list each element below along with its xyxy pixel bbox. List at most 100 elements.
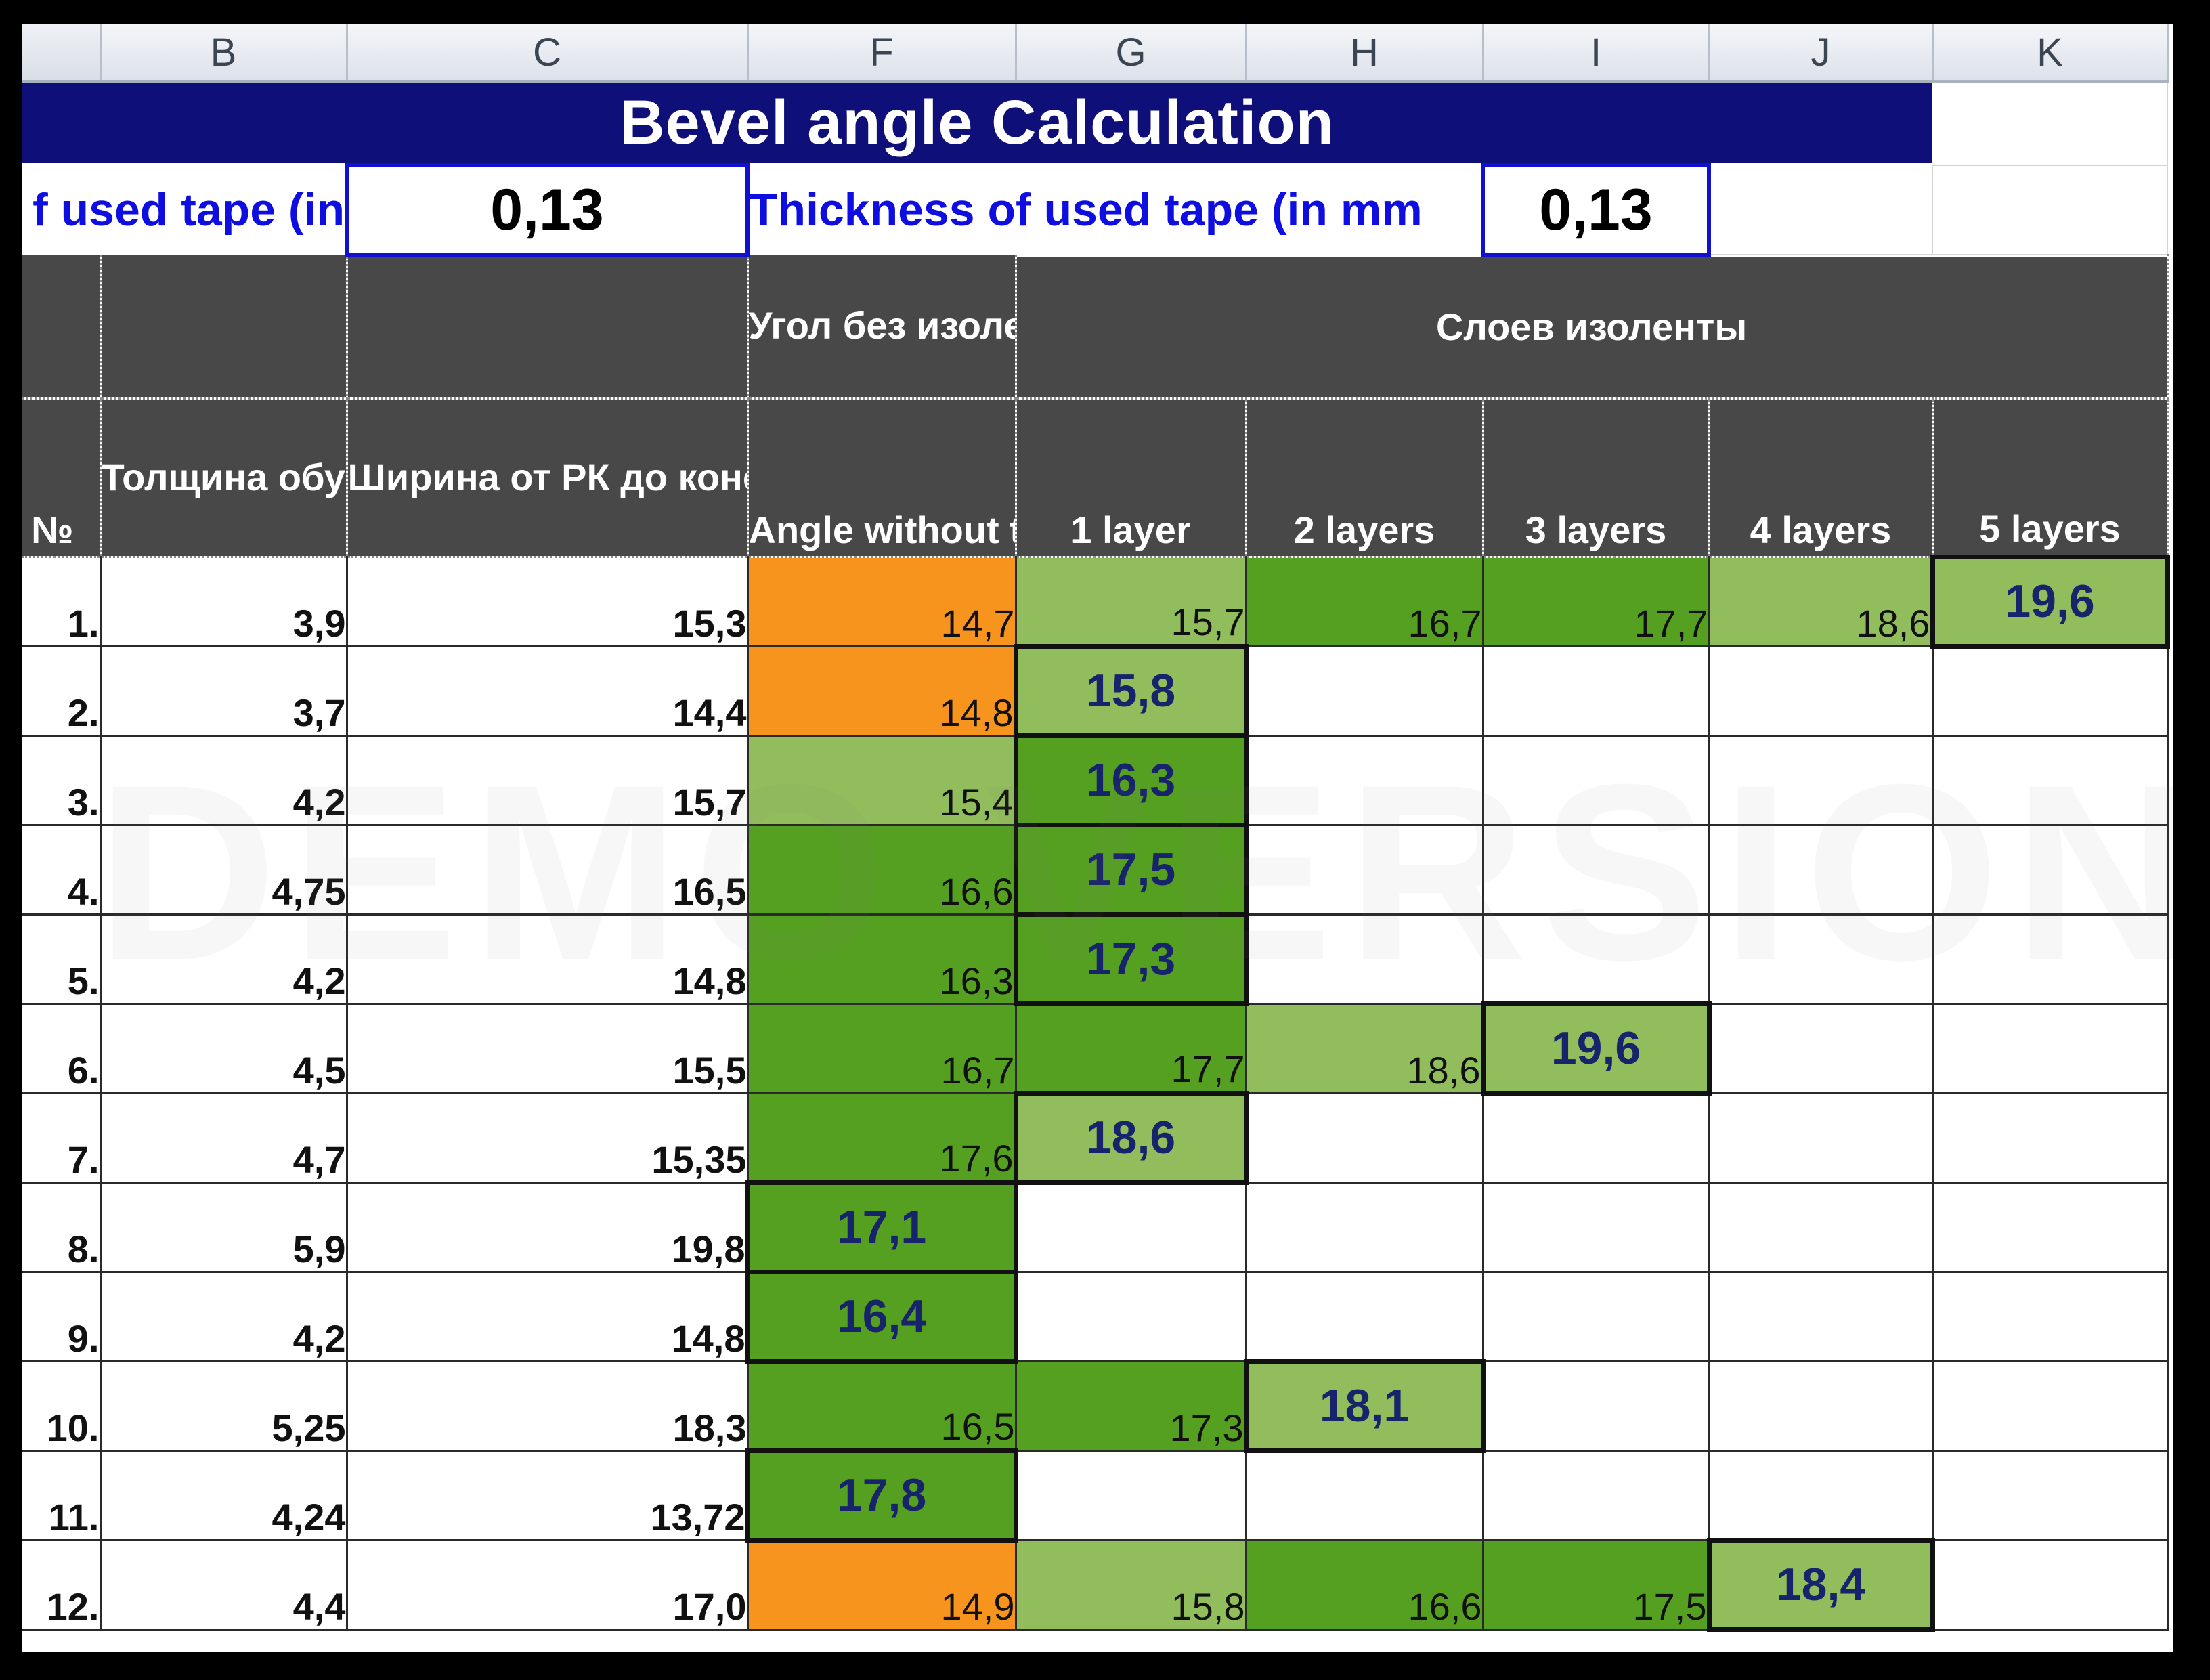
width-cell[interactable]: 15,7: [347, 735, 749, 826]
row-number-cell[interactable]: 2.: [22, 646, 102, 737]
layer-4-angle-cell[interactable]: [1709, 1004, 1934, 1094]
angle-no-tape-cell[interactable]: 16,7: [748, 1004, 1017, 1094]
layer-3-angle-cell[interactable]: [1483, 735, 1710, 826]
header-blank-b[interactable]: [100, 255, 348, 400]
layer-5-angle-cell[interactable]: [1932, 735, 2169, 826]
angle-no-tape-cell[interactable]: 17,8: [745, 1448, 1018, 1543]
angle-no-tape-cell[interactable]: 16,3: [748, 914, 1017, 1005]
angle-no-tape-cell[interactable]: 17,1: [745, 1180, 1018, 1274]
width-cell[interactable]: 14,8: [347, 1272, 749, 1362]
width-cell[interactable]: 15,35: [347, 1093, 749, 1184]
column-header-f[interactable]: F: [748, 24, 1017, 83]
layer-3-angle-cell[interactable]: [1483, 914, 1710, 1005]
layer-1-angle-cell[interactable]: 17,7: [1016, 1004, 1247, 1094]
layer-3-angle-cell[interactable]: [1483, 1093, 1710, 1184]
angle-no-tape-cell[interactable]: 14,9: [748, 1540, 1017, 1631]
width-cell[interactable]: 15,3: [347, 557, 749, 647]
layer-5-angle-cell[interactable]: [1932, 1540, 2169, 1631]
angle-no-tape-cell[interactable]: 16,5: [748, 1361, 1017, 1452]
thickness-cell[interactable]: 5,25: [100, 1361, 348, 1452]
layer-2-angle-cell[interactable]: 16,6: [1246, 1540, 1484, 1631]
header-layer-4[interactable]: 4 layers: [1709, 398, 1934, 558]
header-layer-3[interactable]: 3 layers: [1483, 398, 1710, 558]
column-header-g[interactable]: G: [1016, 24, 1247, 83]
thickness-value-left[interactable]: 0,13: [345, 163, 750, 257]
layer-5-angle-cell[interactable]: 19,6: [1930, 554, 2170, 649]
layer-4-angle-cell[interactable]: [1709, 1361, 1934, 1452]
thickness-cell[interactable]: 3,7: [100, 646, 348, 737]
layer-5-angle-cell[interactable]: [1932, 646, 2169, 737]
column-header-k[interactable]: K: [1932, 24, 2169, 83]
thickness-cell[interactable]: 3,9: [100, 557, 348, 647]
thickness-label-left[interactable]: f used tape (in: [32, 184, 345, 236]
angle-no-tape-cell[interactable]: 17,6: [748, 1093, 1017, 1184]
layer-3-angle-cell[interactable]: [1483, 646, 1710, 737]
thickness-value-right[interactable]: 0,13: [1481, 163, 1711, 257]
layer-4-angle-cell[interactable]: [1709, 735, 1934, 826]
layer-1-angle-cell[interactable]: [1016, 1182, 1247, 1273]
layer-2-angle-cell[interactable]: [1246, 646, 1484, 737]
header-width-ru[interactable]: Ширина от РК до конец полоски на обухе: [347, 398, 749, 558]
angle-no-tape-cell[interactable]: 14,8: [748, 646, 1017, 737]
layer-2-angle-cell[interactable]: [1246, 1182, 1484, 1273]
layer-4-angle-cell[interactable]: [1709, 1182, 1934, 1273]
layer-5-angle-cell[interactable]: [1932, 1450, 2169, 1541]
layer-5-angle-cell[interactable]: [1932, 825, 2169, 916]
layer-4-angle-cell[interactable]: [1709, 1450, 1934, 1541]
layer-5-angle-cell[interactable]: [1932, 914, 2169, 1005]
header-blank-c[interactable]: [347, 255, 749, 400]
layer-5-angle-cell[interactable]: [1932, 1272, 2169, 1362]
layer-4-angle-cell[interactable]: [1709, 1272, 1934, 1362]
layer-5-angle-cell[interactable]: [1932, 1093, 2169, 1184]
layer-3-angle-cell[interactable]: 17,7: [1483, 557, 1710, 647]
layer-3-angle-cell[interactable]: 17,5: [1483, 1540, 1710, 1631]
thickness-cell[interactable]: 4,2: [100, 1272, 348, 1362]
header-blank-a[interactable]: [22, 255, 102, 400]
row-number-cell[interactable]: 5.: [22, 914, 102, 1005]
layer-5-angle-cell[interactable]: [1932, 1004, 2169, 1094]
layer-2-angle-cell[interactable]: [1246, 1093, 1484, 1184]
angle-no-tape-cell[interactable]: 15,4: [748, 735, 1017, 826]
row-number-cell[interactable]: 10.: [22, 1361, 102, 1452]
width-cell[interactable]: 17,0: [347, 1540, 749, 1631]
layer-1-angle-cell[interactable]: 17,3: [1013, 911, 1249, 1006]
angle-no-tape-cell[interactable]: 16,6: [748, 825, 1017, 916]
thickness-cell[interactable]: 4,2: [100, 914, 348, 1005]
layer-3-angle-cell[interactable]: [1483, 1361, 1710, 1452]
angle-no-tape-cell[interactable]: 14,7: [748, 557, 1017, 647]
row-number-cell[interactable]: 7.: [22, 1093, 102, 1184]
row-number-cell[interactable]: 3.: [22, 735, 102, 826]
layer-4-angle-cell[interactable]: [1709, 646, 1934, 737]
layer-1-angle-cell[interactable]: 17,5: [1013, 822, 1249, 917]
header-layers-ru[interactable]: Слоев изоленты: [1016, 255, 2169, 400]
column-header-j[interactable]: J: [1709, 24, 1934, 83]
layer-1-angle-cell[interactable]: [1016, 1272, 1247, 1362]
width-cell[interactable]: 13,72: [347, 1450, 749, 1541]
layer-1-angle-cell[interactable]: 15,7: [1016, 557, 1247, 647]
cell-j-thickness[interactable]: [1709, 165, 1933, 255]
row-number-cell[interactable]: 8.: [22, 1182, 102, 1273]
header-thickness-ru[interactable]: Толщина обуха: [100, 398, 348, 558]
thickness-cell[interactable]: 5,9: [100, 1182, 348, 1273]
layer-4-angle-cell[interactable]: 18,6: [1709, 557, 1934, 647]
width-cell[interactable]: 15,5: [347, 1004, 749, 1094]
layer-2-angle-cell[interactable]: [1246, 1450, 1484, 1541]
cell-k-thickness[interactable]: [1932, 165, 2168, 255]
layer-3-angle-cell[interactable]: [1483, 825, 1710, 916]
column-header-h[interactable]: H: [1246, 24, 1484, 83]
thickness-cell[interactable]: 4,24: [100, 1450, 348, 1541]
layer-2-angle-cell[interactable]: 18,6: [1246, 1004, 1484, 1094]
layer-3-angle-cell[interactable]: [1483, 1272, 1710, 1362]
column-header-i[interactable]: I: [1483, 24, 1710, 83]
row-number-cell[interactable]: 1.: [22, 557, 102, 647]
width-cell[interactable]: 16,5: [347, 825, 749, 916]
layer-4-angle-cell[interactable]: [1709, 825, 1934, 916]
layer-2-angle-cell[interactable]: [1246, 914, 1484, 1005]
header-no[interactable]: №: [22, 398, 102, 558]
header-layer-1[interactable]: 1 layer: [1016, 398, 1247, 558]
layer-1-angle-cell[interactable]: [1016, 1450, 1247, 1541]
column-header-b[interactable]: B: [100, 24, 348, 83]
layer-3-angle-cell[interactable]: [1483, 1182, 1710, 1273]
layer-1-angle-cell[interactable]: 18,6: [1013, 1090, 1249, 1185]
layer-1-angle-cell[interactable]: 17,3: [1016, 1361, 1247, 1452]
